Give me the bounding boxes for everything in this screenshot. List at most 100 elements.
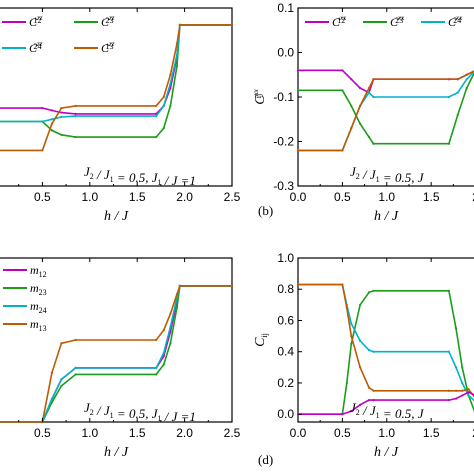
data-point (41, 120, 44, 123)
legend-entry: Czz23 (74, 14, 115, 29)
x-axis-label: h / J (374, 209, 399, 224)
x-axis-label: h / J (104, 209, 129, 224)
data-point (456, 91, 459, 94)
data-point (447, 389, 451, 392)
data-point (359, 303, 362, 306)
data-point (359, 104, 362, 107)
data-point (367, 386, 371, 389)
x-tick-label: 2.0 (176, 190, 193, 204)
plot-frame (0, 7, 233, 187)
data-point (169, 312, 172, 315)
data-point (350, 78, 353, 81)
data-point (467, 394, 470, 397)
data-point (50, 109, 53, 112)
x-axis-label: h / J (104, 445, 129, 460)
y-axis-label: Cij (253, 333, 269, 347)
data-point (162, 329, 165, 332)
data-point (350, 322, 353, 325)
y-tick-label: 1.0 (277, 251, 294, 265)
x-tick-label: 2 (472, 190, 474, 204)
data-point (175, 64, 179, 67)
parameter-annotation: J2 / J1 = 0.5, J (350, 400, 425, 421)
data-point (74, 112, 77, 116)
data-point (169, 82, 172, 85)
y-tick-label: -0.3 (273, 179, 294, 193)
y-tick-label: 0.2 (277, 376, 294, 390)
panel-label: (d) (258, 452, 273, 467)
legend-label: Cxx23 (390, 14, 405, 29)
x-tick-label: 1.5 (129, 190, 146, 204)
data-point (74, 135, 77, 139)
series-line-cyan (0, 24, 232, 123)
data-point (372, 78, 375, 81)
data-point (359, 122, 362, 125)
legend-label: Czz13 (101, 40, 115, 55)
x-tick-label: 0.0 (290, 190, 307, 204)
data-point (60, 115, 63, 119)
y-tick-label: -0.2 (273, 135, 294, 149)
data-point (155, 373, 158, 376)
x-tick-label: 2.5 (224, 426, 241, 440)
legend-entry: Cxx23 (363, 14, 405, 29)
data-point (359, 339, 362, 342)
data-point (60, 107, 63, 110)
data-point (456, 78, 459, 81)
data-point (74, 338, 77, 342)
data-point (447, 399, 451, 402)
data-point (60, 384, 63, 388)
data-point (461, 394, 464, 397)
data-point (447, 78, 451, 81)
data-point (341, 283, 344, 286)
legend-label: Czz24 (29, 40, 43, 55)
y-tick-label: 0.1 (277, 1, 294, 15)
data-point (359, 366, 362, 369)
data-point (178, 284, 181, 287)
legend-label: Cxx12 (332, 14, 347, 29)
x-tick-label: 0.5 (34, 426, 51, 440)
data-point (162, 127, 165, 130)
data-point (162, 363, 165, 366)
data-point (454, 366, 458, 369)
data-point (372, 389, 375, 392)
series-line-cyan (298, 283, 474, 402)
series-line-green (298, 71, 474, 145)
x-tick-label: 2.0 (176, 426, 193, 440)
data-point (367, 91, 371, 94)
data-point (350, 104, 353, 107)
x-tick-label: 1.5 (423, 190, 440, 204)
x-tick-label: 1.0 (81, 426, 98, 440)
data-point (50, 397, 53, 401)
data-point (169, 325, 172, 328)
x-tick-label: 0.5 (334, 426, 351, 440)
data-point (341, 413, 344, 416)
legend-label: Czz12 (29, 14, 43, 29)
data-point (60, 378, 63, 381)
x-tick-label: 1.0 (378, 190, 395, 204)
data-point (367, 349, 371, 352)
x-tick-label: 2 (472, 426, 474, 440)
data-point (367, 291, 371, 294)
legend-entry: Cxx12 (305, 14, 347, 29)
data-point (60, 111, 63, 114)
data-point (178, 23, 181, 27)
parameter-annotation: J2 / J1 = 0.5, J (350, 164, 425, 185)
data-point (296, 89, 300, 92)
data-point (162, 352, 165, 355)
data-point (367, 399, 371, 402)
data-point (175, 53, 179, 56)
data-point (74, 104, 77, 107)
data-point (230, 23, 234, 27)
x-tick-label: 0.5 (334, 190, 351, 204)
x-tick-label: 1.5 (129, 426, 146, 440)
data-point (169, 73, 172, 76)
plot-frame (297, 257, 474, 423)
x-tick-label: 2.5 (224, 190, 241, 204)
data-point (41, 107, 44, 110)
x-tick-label: 0.5 (34, 190, 51, 204)
data-point (447, 350, 451, 353)
y-tick-label: 0.0 (277, 46, 294, 60)
data-point (447, 289, 451, 292)
y-tick-label: 0.0 (277, 407, 294, 421)
data-point (467, 391, 470, 394)
